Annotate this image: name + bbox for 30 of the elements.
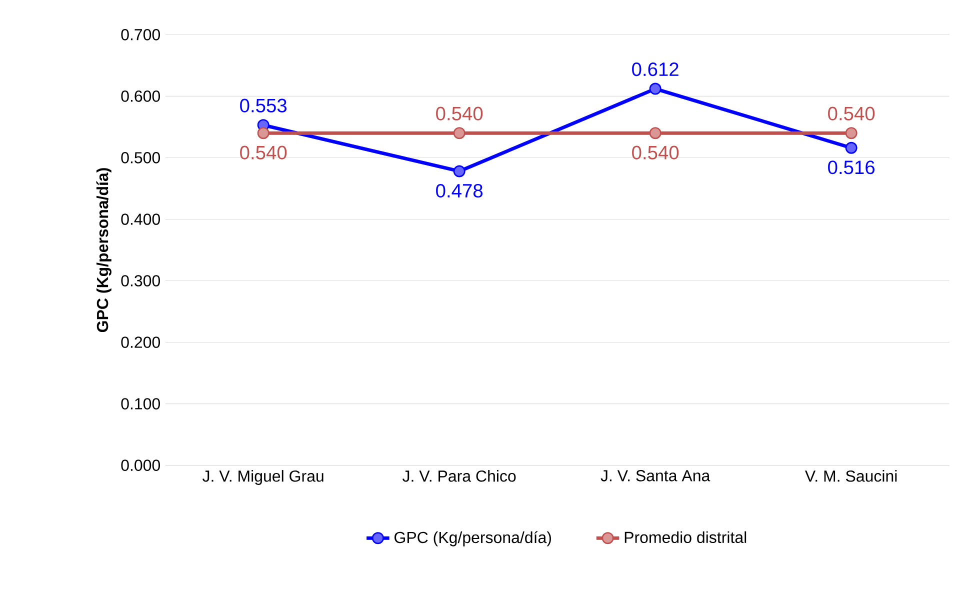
y-tick-label: 0.100 <box>121 398 160 410</box>
data-label: 0.553 <box>240 98 287 112</box>
x-tick-label: J. V. Santa Ana <box>600 470 710 482</box>
y-tick-label: 0.000 <box>121 460 160 471</box>
legend-label: GPC (Kg/persona/día) <box>394 531 551 546</box>
point <box>257 127 270 140</box>
point <box>649 82 662 95</box>
data-label: 0.478 <box>436 184 483 198</box>
y-tick-label: 0.400 <box>121 214 160 225</box>
y-tick-label: 0.700 <box>121 29 160 40</box>
y-axis-title: GPC (Kg/persona/día) <box>96 168 112 332</box>
y-tick-label: 0.300 <box>121 275 160 286</box>
data-label: 0.612 <box>632 62 678 76</box>
point <box>453 165 466 178</box>
data-label: 0.540 <box>632 146 679 160</box>
point <box>845 127 858 140</box>
x-tick-label: J. V. Para Chico <box>402 470 516 482</box>
x-tick-label: V. M. Saucini <box>804 470 897 482</box>
y-tick-label: 0.600 <box>121 90 160 102</box>
data-label: 0.540 <box>240 146 287 160</box>
data-label: 0.540 <box>436 106 483 120</box>
y-tick-label: 0.500 <box>121 152 160 164</box>
legend-label: Promedio distrital <box>624 531 746 544</box>
point <box>649 127 662 140</box>
point <box>453 127 466 140</box>
data-label: 0.516 <box>828 160 874 174</box>
data-label: 0.540 <box>828 106 875 120</box>
point <box>845 142 858 154</box>
y-tick-label: 0.200 <box>121 336 160 348</box>
x-tick-label: J. V. Miguel Grau <box>202 470 324 485</box>
